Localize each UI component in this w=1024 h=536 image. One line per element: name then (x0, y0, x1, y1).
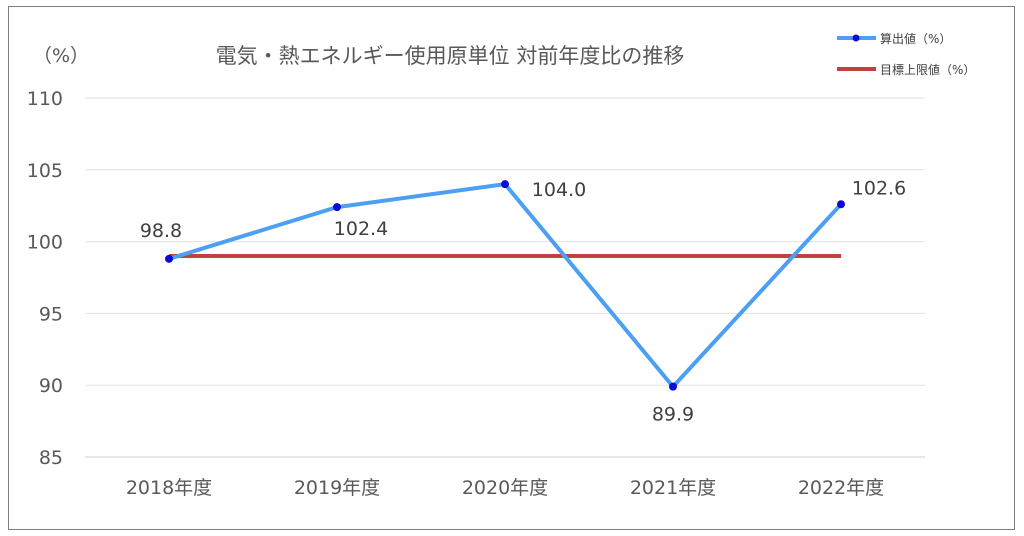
y-tick-label: 110 (27, 88, 63, 110)
data-point (501, 180, 509, 189)
x-tick-label: 2020年度 (462, 477, 548, 499)
y-axis-ticks: 85 90 95 100 105 110 (27, 88, 63, 469)
y-tick-label: 90 (39, 375, 63, 397)
chart-title: 電気・熱エネルギー使用原単位 対前年度比の推移 (216, 44, 685, 68)
data-point (837, 200, 845, 209)
y-axis-unit-label: （%） (33, 45, 89, 67)
series-layer: 98.8 102.4 104.0 89.9 102.6 (140, 177, 906, 425)
x-tick-label: 2022年度 (798, 477, 884, 499)
data-label: 89.9 (652, 404, 694, 426)
chart-frame (8, 6, 1015, 530)
y-tick-label: 95 (39, 303, 63, 325)
data-point (333, 203, 341, 212)
data-point (165, 254, 173, 263)
series-line-actual (168, 182, 843, 390)
data-point (669, 382, 677, 391)
legend-marker-actual (852, 34, 860, 42)
data-label: 102.6 (852, 177, 906, 199)
legend-label-actual: 算出値（%） (880, 31, 951, 46)
y-tick-label: 105 (27, 160, 63, 182)
x-tick-label: 2021年度 (630, 477, 716, 499)
x-tick-label: 2019年度 (294, 477, 380, 499)
legend: 算出値（%） 目標上限値（%） (837, 31, 975, 77)
legend-label-target: 目標上限値（%） (880, 62, 975, 77)
data-label: 102.4 (334, 218, 388, 240)
y-tick-label: 85 (39, 447, 63, 469)
y-tick-label: 100 (27, 232, 63, 254)
x-tick-label: 2018年度 (126, 477, 212, 499)
data-label: 98.8 (140, 220, 182, 242)
data-label: 104.0 (532, 179, 586, 201)
x-axis-ticks: 2018年度 2019年度 2020年度 2021年度 2022年度 (126, 477, 884, 499)
gridlines (85, 97, 925, 458)
